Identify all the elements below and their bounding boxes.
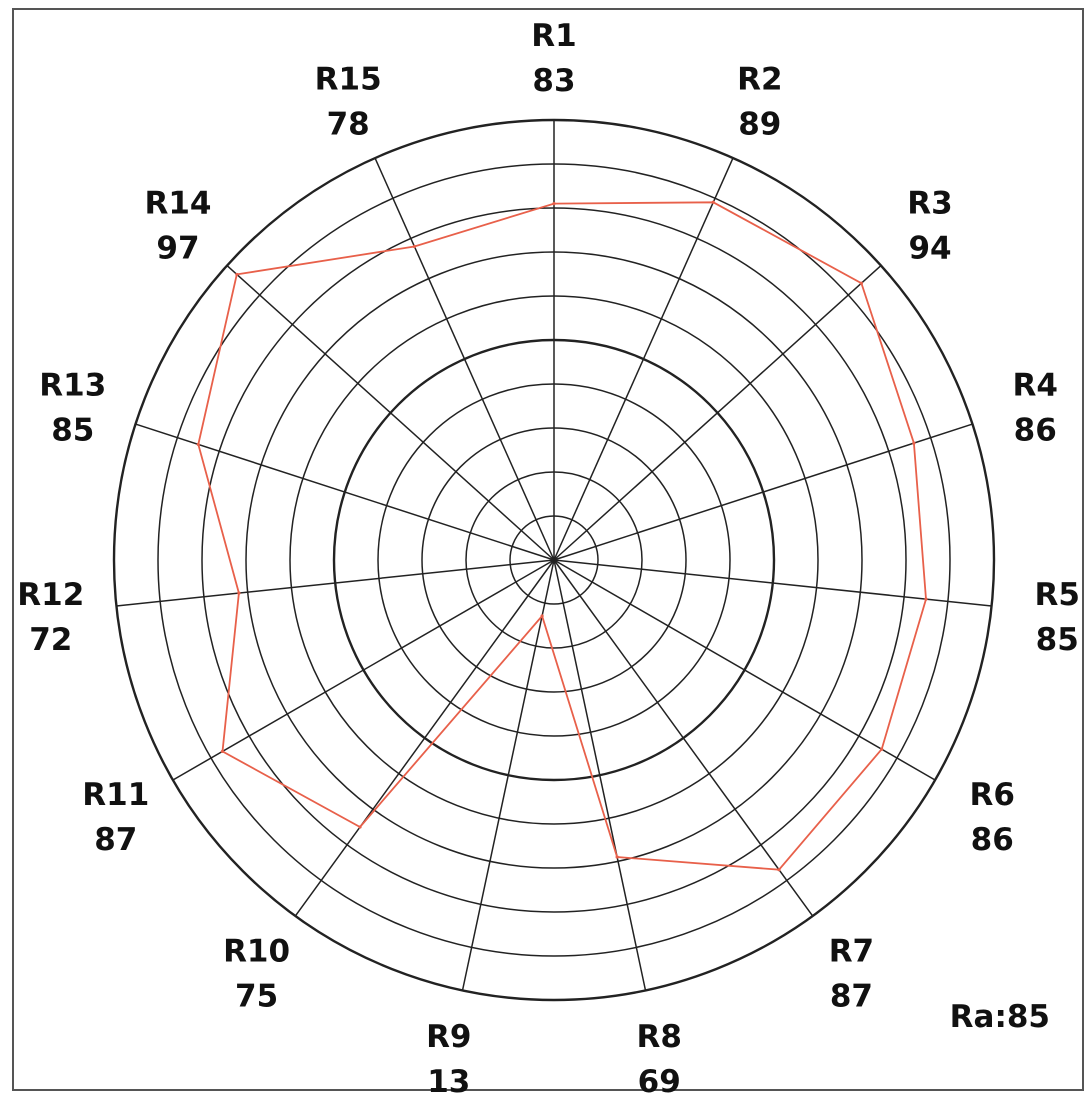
axis-label-r8: R8 — [636, 1019, 681, 1055]
data-point-r7 — [777, 868, 781, 872]
grid-spokes — [116, 120, 992, 991]
spoke-r12 — [116, 559, 555, 607]
spoke-r7 — [553, 559, 814, 917]
series-line — [197, 201, 927, 871]
spoke-r10 — [294, 559, 555, 917]
data-point-r9 — [540, 614, 544, 618]
axis-label-r13: R13 — [39, 368, 106, 404]
axis-value-r7: 87 — [830, 978, 873, 1014]
axis-label-r3: R3 — [907, 185, 952, 221]
axis-label-r14: R14 — [144, 185, 211, 221]
data-point-r12 — [237, 591, 241, 595]
data-point-r6 — [880, 747, 884, 751]
spoke-r5 — [553, 559, 992, 607]
axis-value-r1: 83 — [532, 63, 575, 99]
spoke-r2 — [553, 157, 734, 561]
axis-value-r3: 94 — [908, 230, 951, 266]
axis-label-r11: R11 — [82, 777, 149, 813]
data-point-r14 — [235, 272, 239, 277]
axis-label-r9: R9 — [426, 1019, 471, 1055]
axis-label-r6: R6 — [969, 777, 1014, 813]
axis-value-r9: 13 — [427, 1064, 470, 1098]
axis-label-r7: R7 — [829, 933, 874, 969]
axis-value-r4: 86 — [1014, 413, 1057, 449]
axis-value-r13: 85 — [51, 413, 94, 449]
axis-value-r14: 97 — [156, 230, 199, 266]
spoke-r13 — [135, 423, 555, 561]
axis-value-r8: 69 — [638, 1064, 681, 1098]
data-point-r10 — [358, 825, 362, 829]
data-point-r4 — [912, 441, 916, 445]
axis-value-r12: 72 — [29, 622, 72, 658]
axis-value-r5: 85 — [1036, 622, 1079, 658]
axis-label-r1: R1 — [531, 18, 576, 54]
axis-label-r4: R4 — [1013, 368, 1058, 404]
axis-labels: R1 83 R2 89 R3 94 R4 86 R5 85 R6 86 R7 87 R8 69 R9 13 R10 7… — [17, 18, 1080, 1098]
axis-value-r6: 86 — [971, 822, 1014, 858]
axis-value-r2: 89 — [738, 107, 781, 143]
axis-value-r15: 78 — [327, 107, 370, 143]
spoke-r8 — [553, 559, 647, 991]
spoke-r4 — [553, 423, 973, 561]
axis-label-r5: R5 — [1035, 577, 1080, 613]
series-layer — [196, 200, 928, 872]
axis-label-r12: R12 — [17, 577, 84, 613]
spoke-r6 — [553, 559, 936, 781]
axis-label-r15: R15 — [315, 62, 382, 98]
axis-label-r10: R10 — [223, 933, 290, 969]
axis-label-r2: R2 — [737, 62, 782, 98]
data-point-r3 — [859, 281, 863, 285]
data-point-r1 — [552, 202, 556, 206]
spoke-r3 — [553, 265, 882, 561]
data-point-r11 — [220, 749, 225, 754]
spoke-r9 — [461, 559, 555, 991]
data-point-r13 — [196, 442, 200, 447]
spoke-r14 — [226, 265, 555, 561]
axis-value-r11: 87 — [94, 822, 137, 858]
axis-value-r10: 75 — [235, 978, 278, 1014]
data-point-r2 — [711, 200, 715, 204]
data-point-r5 — [924, 597, 928, 601]
spoke-r11 — [172, 559, 555, 781]
ra-summary-label: Ra:85 — [950, 999, 1050, 1035]
data-point-r8 — [615, 855, 619, 859]
spoke-r15 — [374, 157, 555, 561]
data-point-r15 — [412, 244, 417, 249]
